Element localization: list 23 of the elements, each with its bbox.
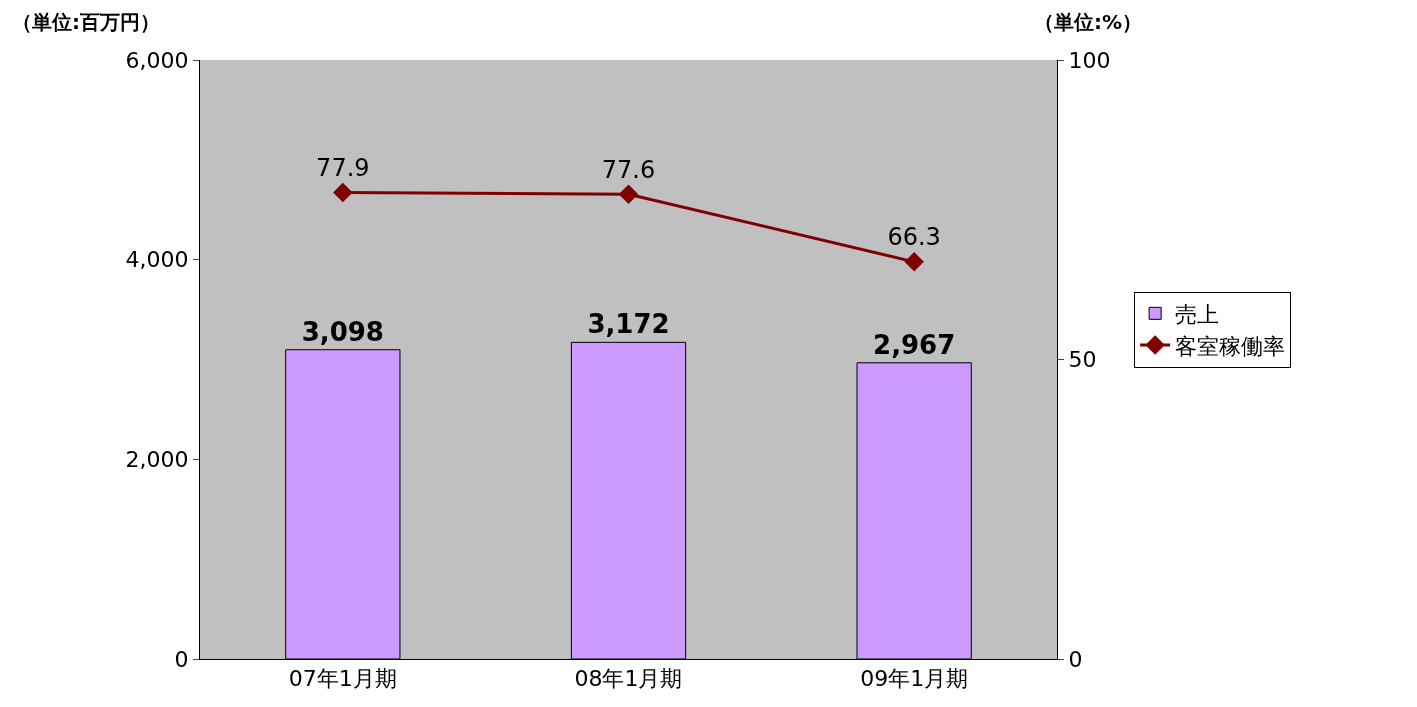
y2-tick-label: 50 [1068,347,1097,373]
point [904,252,924,272]
y-tick-label: 6,000 [125,47,189,73]
y-tick-label: 2,000 [125,447,189,473]
data-label: 3,098 [301,316,384,347]
data-label: 77.9 [316,154,370,183]
y2-axis-title: （単位:%） [1034,10,1143,34]
point [333,182,353,203]
y2-tick-label: 100 [1068,47,1111,73]
y-axis-title: （単位:百万円） [12,10,160,34]
x-tick-label: 08年1月期 [574,666,683,692]
data-label: 77.6 [601,155,656,184]
data-label: 66.3 [887,223,941,252]
data-label: 2,967 [873,329,956,360]
x-tick-label: 09年1月期 [860,666,969,692]
y-tick-label: 0 [174,646,189,672]
x-tick-label: 07年1月期 [288,666,397,692]
y-tick-label: 4,000 [125,247,189,273]
legend-label: 売上 [1175,301,1220,327]
legend-label: 客室稼働率 [1175,333,1286,359]
y2-tick-label: 0 [1068,646,1083,672]
data-label: 3,172 [587,309,670,340]
point [618,184,639,204]
